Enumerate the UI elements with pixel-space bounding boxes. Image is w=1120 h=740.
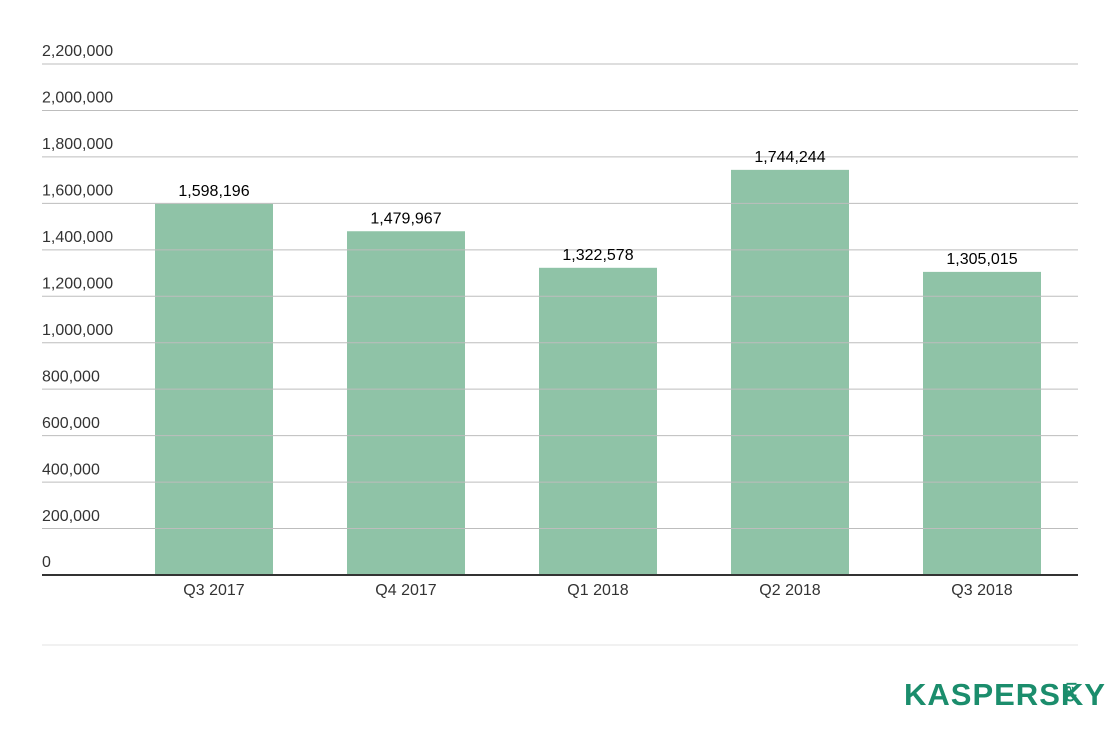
value-label: 1,598,196 bbox=[178, 183, 249, 200]
bar bbox=[923, 271, 1041, 575]
y-tick-label: 0 bbox=[42, 554, 51, 571]
bar bbox=[347, 231, 465, 576]
y-tick-label: 200,000 bbox=[42, 508, 100, 525]
y-tick-label: 2,000,000 bbox=[42, 90, 113, 107]
y-tick-label: 600,000 bbox=[42, 415, 100, 432]
value-label: 1,479,967 bbox=[370, 210, 441, 227]
x-tick-label: Q3 2018 bbox=[951, 582, 1012, 599]
y-tick-label: 1,000,000 bbox=[42, 322, 113, 339]
y-tick-label: 1,400,000 bbox=[42, 229, 113, 246]
x-tick-label: Q3 2017 bbox=[183, 582, 244, 599]
x-tick-label: Q2 2018 bbox=[759, 582, 820, 599]
x-tick-label: Q1 2018 bbox=[567, 582, 628, 599]
x-tick-label: Q4 2017 bbox=[375, 582, 436, 599]
y-tick-label: 800,000 bbox=[42, 368, 100, 385]
value-label: 1,744,244 bbox=[754, 149, 825, 166]
y-tick-label: 1,600,000 bbox=[42, 183, 113, 200]
value-label: 1,322,578 bbox=[562, 247, 633, 264]
y-tick-label: 2,200,000 bbox=[42, 43, 113, 60]
y-tick-label: 1,200,000 bbox=[42, 275, 113, 292]
brand-suffix: lab bbox=[1063, 682, 1079, 702]
value-label: 1,305,015 bbox=[946, 251, 1017, 268]
bar bbox=[731, 169, 849, 576]
bar bbox=[539, 267, 657, 575]
y-tick-label: 1,800,000 bbox=[42, 136, 113, 153]
y-tick-label: 400,000 bbox=[42, 461, 100, 478]
brand-logo: KASPERSKY bbox=[904, 677, 1106, 712]
